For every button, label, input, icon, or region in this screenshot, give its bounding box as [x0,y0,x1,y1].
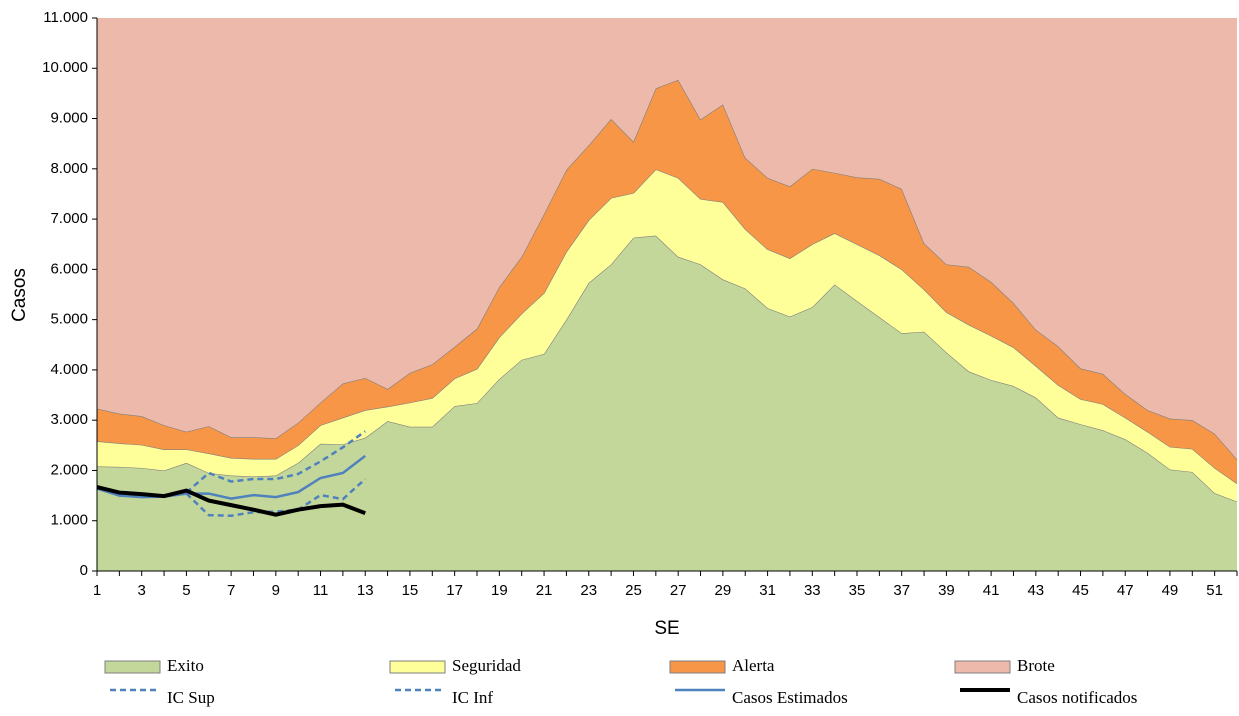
legend-swatch [669,660,726,674]
x-tick-label: 41 [983,582,1000,599]
x-tick-label: 17 [446,582,463,599]
legend-swatch [954,660,1011,674]
x-tick-label: 5 [182,582,190,599]
x-tick-label: 29 [715,582,732,599]
x-tick-label: 33 [804,582,821,599]
x-tick-label: 25 [625,582,642,599]
area [97,18,1237,460]
area [97,235,1237,571]
x-tick-label: 13 [357,582,374,599]
x-axis-title: SE [654,618,679,639]
y-axis-title: Casos [9,268,30,322]
legend-label: Seguridad [452,656,521,675]
x-tick-label: 51 [1206,582,1223,599]
x-tick-label: 45 [1072,582,1089,599]
legend-label: IC Inf [452,688,493,707]
x-tick-label: 27 [670,582,687,599]
x-tick-label: 21 [536,582,553,599]
y-tick-label: 7.000 [50,210,88,227]
x-tick-label: 23 [580,582,597,599]
y-tick-label: 9.000 [50,110,88,127]
y-tick-label: 8.000 [50,160,88,177]
area [97,79,1237,484]
y-tick-label: 3.000 [50,411,88,428]
x-tick-label: 49 [1162,582,1179,599]
x-tick-label: 31 [759,582,776,599]
x-tick-label: 3 [138,582,146,599]
legend-label: Exito [167,656,204,675]
x-tick-label: 47 [1117,582,1134,599]
legend-label: Brote [1017,656,1055,675]
line [96,485,366,517]
x-tick-label: 37 [893,582,910,599]
x-tick-label: 11 [313,582,329,599]
line [185,430,366,494]
legend-label: Casos Estimados [732,688,848,707]
legend-label: Alerta [732,656,775,675]
x-tick-label: 15 [402,582,419,599]
legend-swatch [104,660,161,674]
line [185,478,367,517]
y-tick-label: 0 [80,562,88,579]
y-tick-label: 2.000 [50,461,88,478]
y-tick-label: 5.000 [50,311,88,328]
legend-swatch [389,660,446,674]
x-tick-label: 35 [849,582,866,599]
y-tick-label: 10.000 [42,59,88,76]
x-tick-label: 9 [272,582,280,599]
y-tick-label: 4.000 [50,361,88,378]
y-tick-label: 1.000 [50,512,88,529]
x-tick-label: 7 [227,582,235,599]
x-tick-label: 19 [491,582,508,599]
x-tick-label: 39 [938,582,955,599]
x-tick-label: 1 [93,582,101,599]
legend-label: IC Sup [167,688,215,707]
legend-label: Casos notificados [1017,688,1137,707]
line [96,454,366,500]
y-tick-label: 11.000 [43,9,88,26]
legend: Exito Seguridad Alerta Brote IC Sup IC Inf Cas… [104,656,1137,707]
x-tick-label: 43 [1027,582,1044,599]
area [97,169,1237,502]
y-tick-label: 6.000 [50,260,88,277]
